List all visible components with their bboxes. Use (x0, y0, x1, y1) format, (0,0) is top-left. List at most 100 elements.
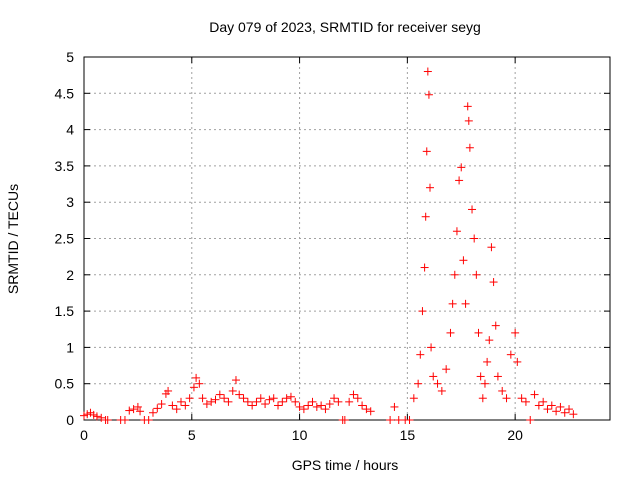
data-point (89, 410, 98, 419)
data-point (452, 227, 461, 236)
data-point (463, 102, 472, 111)
data-point (133, 402, 142, 411)
data-point (405, 416, 414, 424)
data-point (228, 386, 237, 395)
data-point (513, 357, 522, 366)
x-tick-label: 0 (80, 427, 88, 443)
data-point (506, 350, 515, 359)
data-point (422, 147, 431, 156)
data-point (366, 407, 375, 416)
y-tick-label: 5 (66, 49, 74, 65)
y-tick-label: 2 (66, 267, 74, 283)
data-point (362, 405, 371, 414)
data-point (464, 116, 473, 125)
data-point (220, 394, 229, 403)
data-point (543, 405, 552, 414)
data-point (420, 263, 429, 272)
data-point (286, 392, 295, 401)
x-axis-label: GPS time / hours (292, 457, 399, 473)
y-tick-label: 4 (66, 122, 74, 138)
data-point (269, 394, 278, 403)
data-point (129, 405, 138, 414)
data-point (120, 416, 129, 424)
data-point (136, 407, 145, 416)
data-point (125, 406, 134, 415)
data-point (207, 397, 216, 406)
data-point (192, 373, 201, 382)
x-tick-label: 20 (507, 427, 523, 443)
data-point (295, 402, 304, 411)
data-point (517, 394, 526, 403)
data-point (427, 343, 436, 352)
data-point (353, 394, 362, 403)
data-point (526, 416, 535, 424)
data-point (521, 397, 530, 406)
data-point (181, 401, 190, 410)
data-point (472, 270, 481, 279)
y-tick-label: 3.5 (55, 158, 75, 174)
data-point (386, 416, 395, 424)
data-point (498, 386, 507, 395)
data-point (461, 299, 470, 308)
data-point (423, 67, 432, 76)
data-point (278, 397, 287, 406)
data-point (304, 401, 313, 410)
data-point (172, 405, 181, 414)
data-point (235, 390, 244, 399)
data-point (569, 410, 578, 419)
y-axis-label: SRMTID / TECUs (5, 184, 21, 294)
data-point (195, 379, 204, 388)
data-point (243, 397, 252, 406)
x-tick-label: 15 (400, 427, 416, 443)
data-point (560, 408, 569, 417)
data-point (442, 365, 451, 374)
chart-ticks: 0 0.5 1 1.5 2 2.5 3 3.5 4 4.5 5 0 5 10 15 20 (55, 49, 610, 443)
data-point (92, 412, 101, 421)
y-tick-label: 1.5 (55, 303, 75, 319)
data-point (425, 183, 434, 192)
data-point (252, 397, 261, 406)
data-point (547, 401, 556, 410)
data-point (198, 394, 207, 403)
data-point (148, 408, 157, 417)
data-point (345, 397, 354, 406)
data-point (282, 394, 291, 403)
data-point (476, 372, 485, 381)
data-point (153, 404, 162, 413)
y-tick-label: 2.5 (55, 231, 75, 247)
data-point (437, 386, 446, 395)
data-point (552, 407, 561, 416)
data-point (248, 401, 257, 410)
data-point (446, 328, 455, 337)
data-point (468, 205, 477, 214)
y-tick-label: 3 (66, 194, 74, 210)
data-point (450, 270, 459, 279)
data-point (390, 402, 399, 411)
data-point (308, 397, 317, 406)
data-point (530, 390, 539, 399)
data-point (312, 402, 321, 411)
data-point (424, 90, 433, 99)
data-point (489, 278, 498, 287)
data-point (299, 405, 308, 414)
data-point (325, 400, 334, 409)
data-point (185, 394, 194, 403)
data-point (157, 400, 166, 409)
data-point (189, 383, 198, 392)
data-point (409, 394, 418, 403)
data-point (231, 376, 240, 385)
data-point (418, 307, 427, 316)
data-point (414, 379, 423, 388)
data-point (429, 372, 438, 381)
data-point (448, 299, 457, 308)
data-point (483, 357, 492, 366)
x-tick-label: 10 (292, 427, 308, 443)
y-tick-label: 4.5 (55, 85, 75, 101)
data-point (433, 379, 442, 388)
data-point (565, 405, 574, 414)
data-point (202, 400, 211, 409)
data-point (474, 328, 483, 337)
data-point (224, 397, 233, 406)
data-point (534, 401, 543, 410)
